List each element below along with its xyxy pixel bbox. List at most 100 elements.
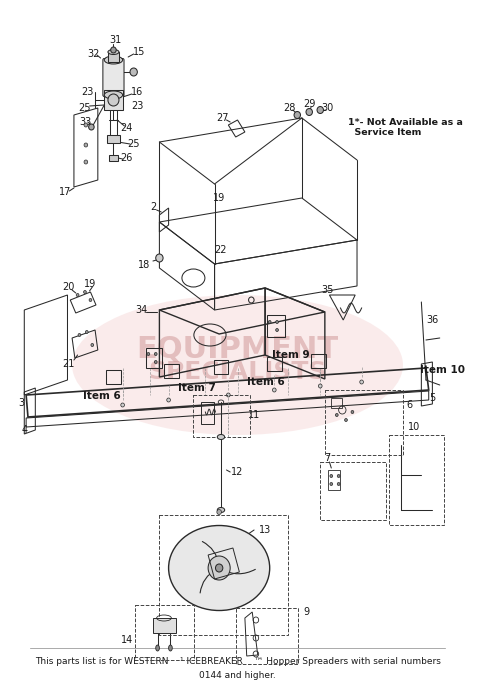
Bar	[331, 398, 342, 408]
Text: 15: 15	[133, 47, 145, 57]
Text: 23: 23	[82, 87, 94, 97]
Circle shape	[336, 413, 338, 416]
Text: 32: 32	[87, 49, 99, 59]
Text: 2: 2	[150, 202, 156, 212]
Text: 16: 16	[131, 87, 144, 97]
Text: This parts list is for WESTERN    ¹ ICEBREAKER    ™ Hopper Spreaders with serial: This parts list is for WESTERN ¹ ICEBREA…	[35, 658, 441, 667]
Text: 11: 11	[248, 410, 260, 420]
Circle shape	[217, 509, 221, 514]
Circle shape	[276, 329, 278, 331]
Text: 19: 19	[84, 279, 96, 289]
Text: 17: 17	[59, 187, 71, 197]
Bar	[134, 605, 194, 660]
Ellipse shape	[217, 507, 225, 512]
Circle shape	[351, 411, 354, 413]
Text: Item 6: Item 6	[247, 377, 285, 387]
Circle shape	[84, 160, 88, 164]
Bar	[267, 315, 285, 337]
Text: Item 6: Item 6	[83, 391, 121, 401]
Circle shape	[306, 109, 312, 116]
Circle shape	[121, 403, 124, 407]
Bar	[236, 608, 298, 664]
Text: SPECIALISTS: SPECIALISTS	[148, 360, 327, 384]
Ellipse shape	[104, 91, 122, 99]
Circle shape	[330, 475, 333, 477]
Circle shape	[76, 294, 79, 296]
Text: 30: 30	[322, 103, 334, 113]
Circle shape	[276, 320, 278, 324]
Circle shape	[360, 380, 363, 384]
Bar	[104, 90, 122, 110]
Ellipse shape	[168, 525, 270, 610]
Ellipse shape	[168, 645, 172, 651]
Bar	[145, 348, 162, 368]
Circle shape	[156, 254, 163, 262]
Circle shape	[318, 384, 322, 388]
Text: 22: 22	[215, 245, 227, 255]
Circle shape	[89, 299, 92, 301]
Text: 9: 9	[303, 607, 310, 617]
Circle shape	[111, 47, 116, 53]
Bar	[193, 395, 251, 437]
Ellipse shape	[72, 295, 403, 435]
Text: 18: 18	[138, 260, 150, 270]
Text: 19: 19	[213, 193, 225, 203]
Bar	[153, 618, 176, 633]
Circle shape	[273, 388, 276, 392]
Circle shape	[89, 124, 94, 130]
Circle shape	[208, 556, 230, 580]
Circle shape	[155, 352, 157, 356]
Circle shape	[84, 143, 88, 147]
Bar	[109, 155, 118, 161]
Text: 23: 23	[131, 101, 144, 111]
Bar	[389, 435, 444, 525]
Text: 1*- Not Available as a
  Service Item: 1*- Not Available as a Service Item	[348, 118, 463, 137]
FancyBboxPatch shape	[103, 58, 124, 97]
Circle shape	[227, 393, 230, 397]
Circle shape	[147, 352, 150, 356]
Bar	[159, 515, 288, 635]
Circle shape	[167, 398, 170, 402]
Text: 36: 36	[426, 315, 439, 325]
Text: 5: 5	[429, 393, 435, 403]
Circle shape	[130, 68, 137, 76]
Circle shape	[108, 94, 119, 106]
Circle shape	[84, 290, 86, 294]
Circle shape	[155, 361, 157, 363]
Circle shape	[294, 111, 300, 118]
Text: 24: 24	[120, 123, 132, 133]
Ellipse shape	[217, 434, 225, 439]
Circle shape	[317, 106, 324, 113]
Bar	[164, 364, 179, 378]
Text: 7: 7	[324, 453, 331, 463]
Ellipse shape	[108, 49, 119, 54]
Bar	[320, 462, 386, 520]
Text: 14: 14	[121, 635, 133, 645]
Text: 31: 31	[109, 35, 121, 45]
Text: 34: 34	[135, 305, 147, 315]
Bar	[311, 354, 326, 368]
Bar	[328, 470, 340, 490]
Text: 33: 33	[80, 117, 92, 127]
Text: Item 7: Item 7	[178, 383, 216, 393]
Text: 35: 35	[322, 285, 334, 295]
Bar	[325, 390, 403, 455]
Text: 4: 4	[21, 425, 27, 435]
Circle shape	[84, 123, 88, 127]
Text: 28: 28	[283, 103, 295, 113]
Circle shape	[91, 344, 94, 347]
Text: 13: 13	[259, 525, 271, 535]
Bar	[106, 370, 121, 384]
Text: 12: 12	[231, 467, 244, 477]
Text: 20: 20	[62, 282, 74, 292]
Text: 6: 6	[407, 400, 412, 410]
Text: 27: 27	[216, 113, 229, 123]
Text: Item 9: Item 9	[273, 350, 310, 360]
Text: 25: 25	[127, 139, 140, 149]
Circle shape	[78, 333, 81, 336]
Bar	[201, 402, 214, 424]
Ellipse shape	[104, 56, 122, 64]
Text: EQUIPMENT: EQUIPMENT	[136, 335, 338, 365]
Text: 0144 and higher.: 0144 and higher.	[199, 672, 276, 681]
Circle shape	[85, 331, 88, 333]
